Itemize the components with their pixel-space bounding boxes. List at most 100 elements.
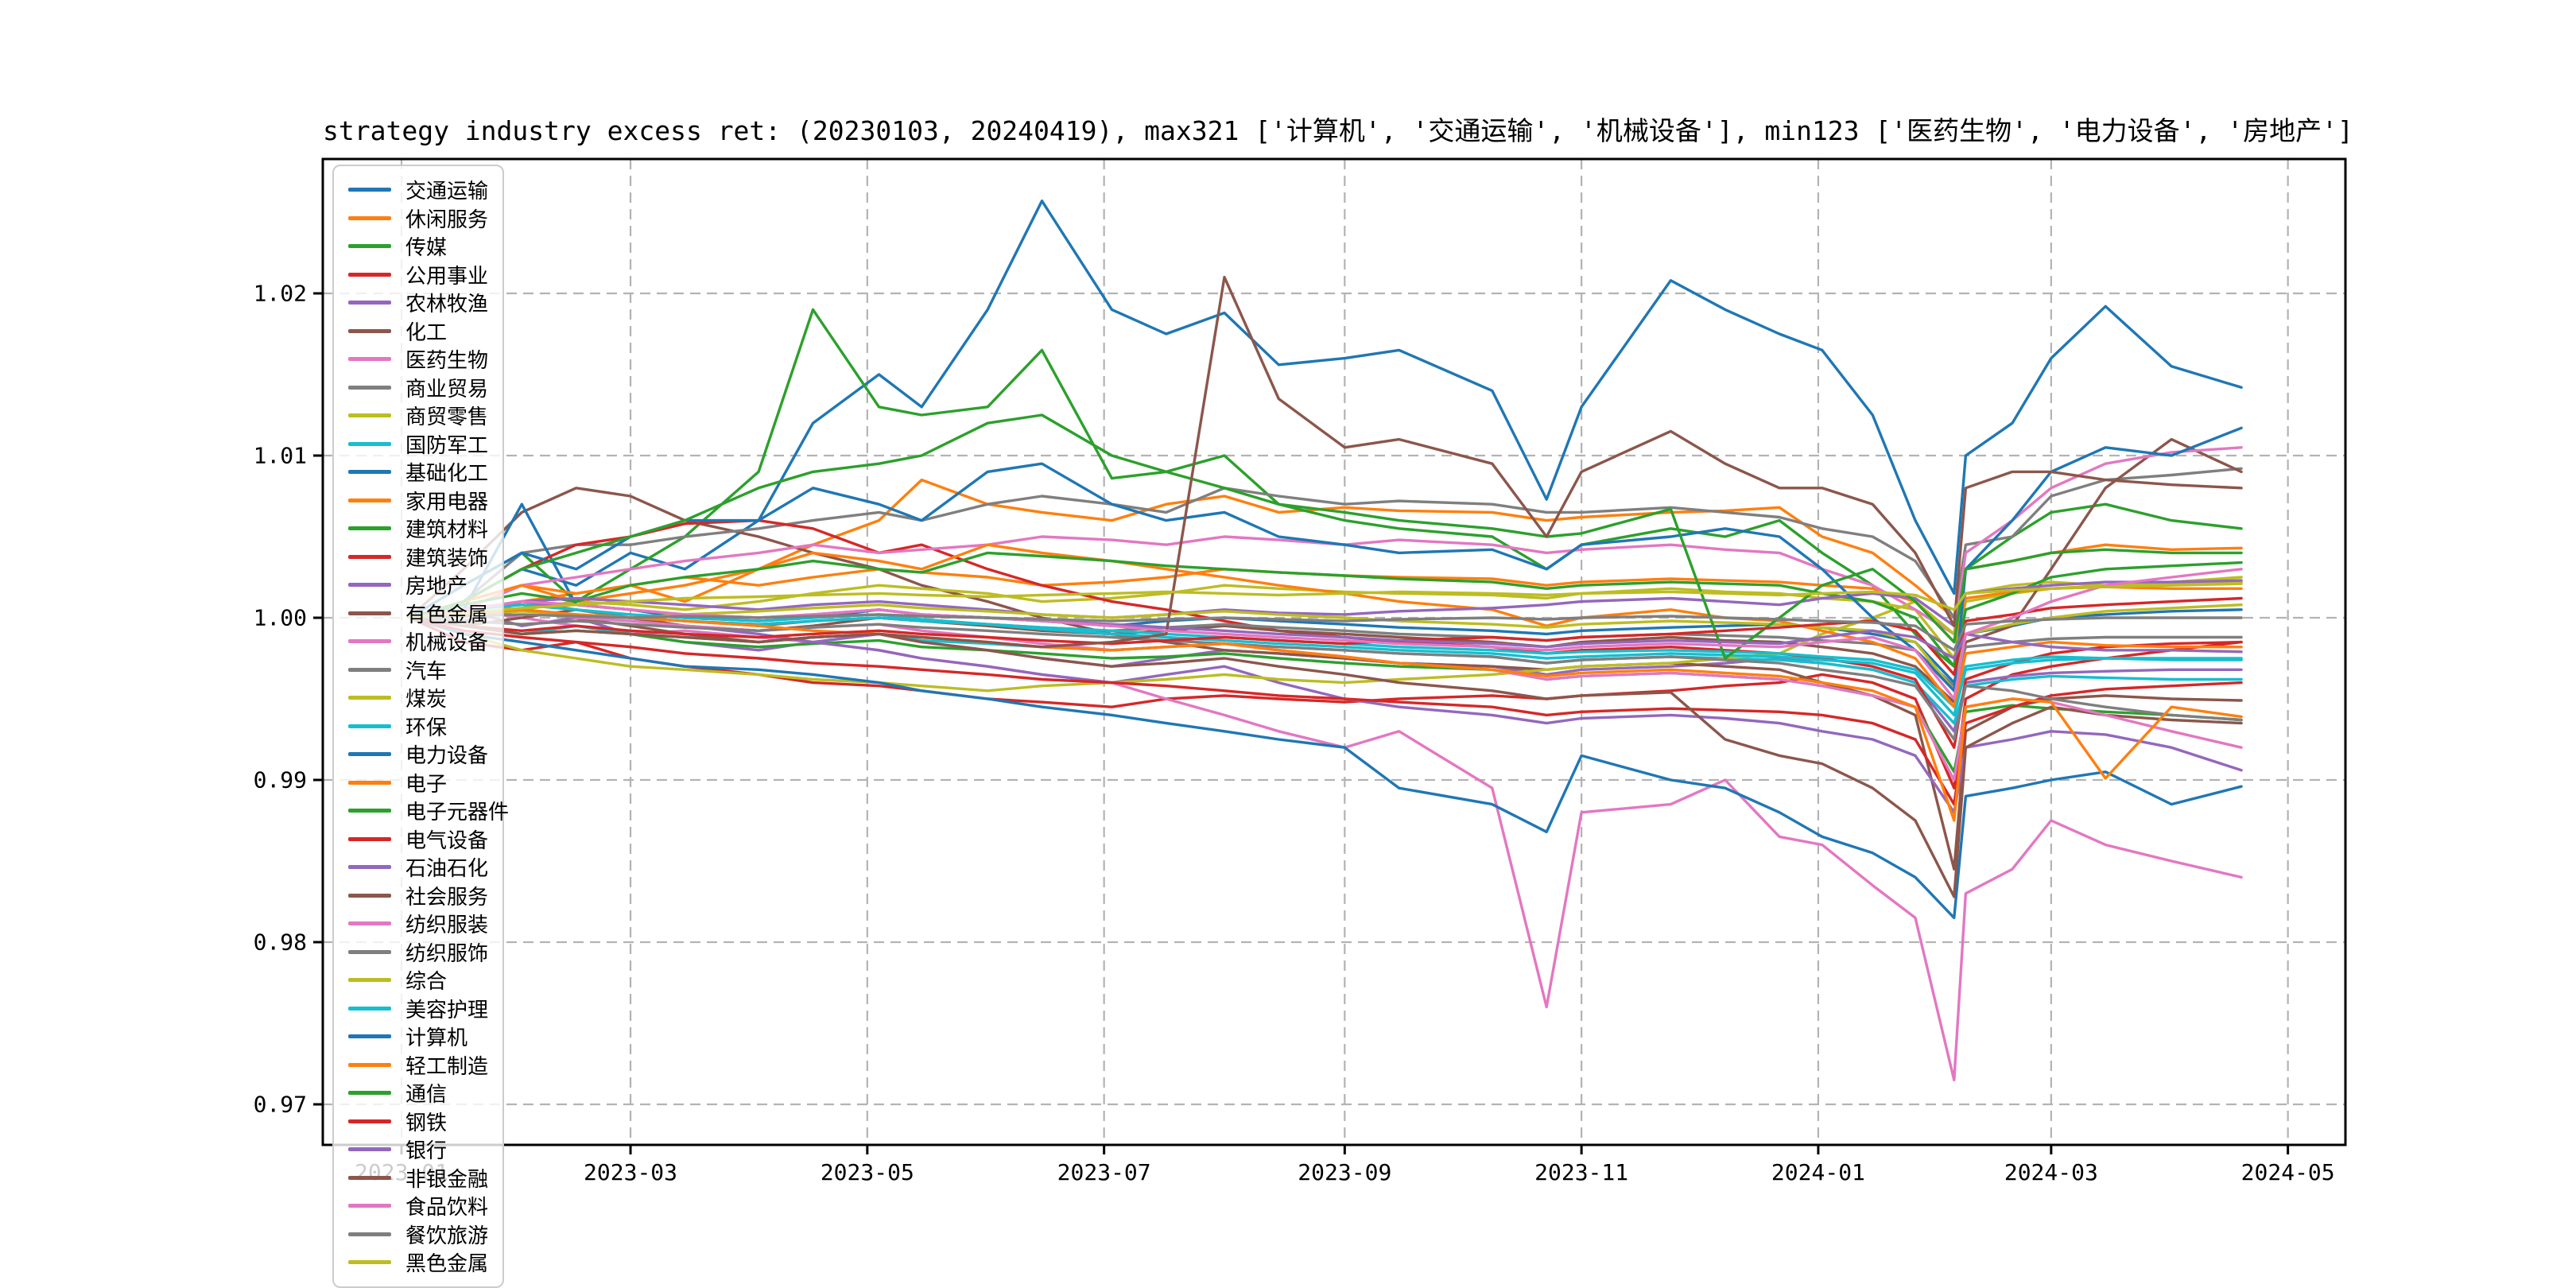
legend-label: 纺织服饰 [405, 941, 489, 966]
series-line-纺织服饰 [408, 616, 2243, 741]
legend-line-swatch [348, 809, 391, 813]
legend-label: 社会服务 [405, 885, 489, 910]
series-line-商业贸易 [408, 467, 2243, 619]
series-line-非银金融 [408, 275, 2243, 649]
legend-label: 农林牧渔 [405, 293, 489, 317]
legend-item-黑色金属: 黑色金属 [342, 1248, 495, 1277]
legend-line-swatch [348, 554, 391, 559]
legend-item-国防军工: 国防军工 [342, 430, 495, 459]
legend-item-通信: 通信 [342, 1079, 495, 1108]
series-line-机械设备 [408, 446, 2243, 636]
y-tick-label: 1.02 [253, 280, 307, 307]
legend-line-swatch [348, 328, 391, 333]
legend-item-机械设备: 机械设备 [342, 627, 495, 656]
legend-label: 商贸零售 [405, 405, 489, 430]
legend-line-swatch [348, 1119, 391, 1123]
legend-item-非银金融: 非银金融 [342, 1164, 495, 1193]
legend-label: 医药生物 [405, 349, 489, 374]
x-tick-label: 2023-09 [1298, 1159, 1392, 1185]
legend-item-计算机: 计算机 [342, 1022, 495, 1051]
legend-line-swatch [348, 1034, 391, 1039]
legend-label: 化工 [405, 320, 448, 345]
legend-item-汽车: 汽车 [342, 656, 495, 685]
legend-line-swatch [348, 215, 391, 220]
legend-label: 餐饮旅游 [405, 1224, 489, 1248]
legend-item-公用事业: 公用事业 [342, 261, 495, 289]
legend-line-swatch [348, 1232, 391, 1236]
legend-label: 公用事业 [405, 264, 489, 289]
y-tick-label: 0.98 [253, 929, 307, 956]
legend-line-swatch [348, 921, 391, 926]
legend-item-化工: 化工 [342, 317, 495, 346]
legend-item-纺织服饰: 纺织服饰 [342, 938, 495, 967]
legend-line-swatch [348, 385, 391, 390]
legend-line-swatch [348, 470, 391, 475]
legend-item-银行: 银行 [342, 1135, 495, 1164]
legend-label: 休闲服务 [405, 208, 489, 232]
legend-line-swatch [348, 667, 391, 672]
legend-label: 电气设备 [405, 828, 489, 853]
legend-label: 环保 [405, 716, 448, 740]
axes-frame [321, 157, 2347, 1146]
legend-item-商贸零售: 商贸零售 [342, 402, 495, 430]
series-line-餐饮旅游 [408, 613, 2243, 652]
legend-label: 石油石化 [405, 857, 489, 882]
legend-label: 电力设备 [405, 744, 489, 769]
legend-label: 汽车 [405, 659, 448, 684]
series-line-美容护理 [408, 603, 2243, 717]
legend-item-交通运输: 交通运输 [342, 176, 495, 204]
legend-item-纺织服装: 纺织服装 [342, 910, 495, 938]
chart-title: strategy industry excess ret: (20230103,… [323, 115, 2353, 146]
legend-item-休闲服务: 休闲服务 [342, 204, 495, 233]
legend-item-煤炭: 煤炭 [342, 684, 495, 712]
legend-item-社会服务: 社会服务 [342, 882, 495, 910]
legend-label: 纺织服装 [405, 914, 489, 938]
y-tick-label: 0.99 [253, 766, 307, 793]
series-line-医药生物 [408, 608, 2243, 1082]
legend-item-电力设备: 电力设备 [342, 740, 495, 769]
legend-item-家用电器: 家用电器 [342, 487, 495, 515]
legend-line-swatch [348, 893, 391, 898]
legend-line-swatch [348, 441, 391, 446]
legend-item-食品饮料: 食品饮料 [342, 1192, 495, 1220]
x-tick-label: 2023-11 [1534, 1159, 1629, 1185]
legend-line-swatch [348, 272, 391, 277]
legend-item-医药生物: 医药生物 [342, 345, 495, 374]
legend-line-swatch [348, 1091, 391, 1096]
series-line-黑色金属 [408, 582, 2243, 619]
legend-item-房地产: 房地产 [342, 571, 495, 599]
legend-label: 非银金融 [405, 1167, 489, 1192]
legend-line-swatch [348, 978, 391, 983]
legend-label: 商业贸易 [405, 377, 489, 402]
legend-line-swatch [348, 611, 391, 615]
legend-line-swatch [348, 836, 391, 841]
legend-line-swatch [348, 301, 391, 305]
series-line-计算机 [408, 426, 2243, 692]
x-tick-label: 2024-03 [2004, 1159, 2098, 1185]
legend-line-swatch [348, 526, 391, 531]
y-tick-label: 0.97 [253, 1091, 307, 1118]
legend-line-swatch [348, 1006, 391, 1011]
legend-item-建筑装饰: 建筑装饰 [342, 543, 495, 572]
legend-label: 黑色金属 [405, 1252, 489, 1277]
legend-line-swatch [348, 1204, 391, 1208]
legend-item-电气设备: 电气设备 [342, 825, 495, 854]
legend-line-swatch [348, 1260, 391, 1265]
y-tick-label: 1.01 [253, 442, 307, 469]
legend-item-基础化工: 基础化工 [342, 458, 495, 487]
legend-item-石油石化: 石油石化 [342, 853, 495, 882]
legend-label: 家用电器 [405, 490, 489, 514]
series-line-电力设备 [408, 616, 2243, 920]
legend-line-swatch [348, 188, 391, 192]
legend-line-swatch [348, 583, 391, 588]
legend-item-餐饮旅游: 餐饮旅游 [342, 1220, 495, 1249]
legend-label: 房地产 [405, 575, 468, 599]
legend-label: 钢铁 [405, 1111, 448, 1135]
series-line-通信 [408, 413, 2243, 660]
legend-item-有色金属: 有色金属 [342, 599, 495, 628]
y-tick-label: 1.00 [253, 604, 307, 631]
legend-label: 国防军工 [405, 433, 489, 458]
legend-item-建筑材料: 建筑材料 [342, 514, 495, 543]
